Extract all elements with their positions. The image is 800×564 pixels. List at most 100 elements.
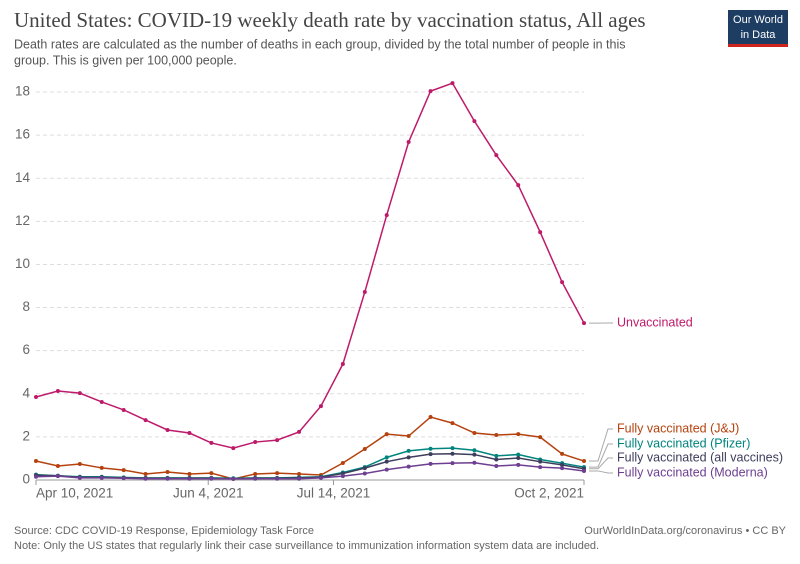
- point: [406, 464, 411, 469]
- point: [538, 465, 543, 470]
- point: [99, 399, 104, 404]
- logo-text: in Data: [741, 29, 777, 41]
- point: [34, 459, 38, 464]
- point: [450, 451, 455, 456]
- point: [34, 395, 38, 400]
- series-label: Fully vaccinated (all vaccines): [617, 450, 783, 464]
- point: [187, 476, 192, 481]
- subtitle: group. This is given per 100,000 people.: [14, 53, 237, 67]
- point: [340, 460, 345, 465]
- point: [538, 230, 543, 235]
- y-tick-label: 2: [22, 428, 30, 443]
- point: [560, 466, 565, 471]
- point: [275, 476, 280, 481]
- label-connector: [589, 470, 613, 474]
- point: [560, 280, 565, 285]
- series-label: Fully vaccinated (Pfizer): [617, 436, 750, 450]
- y-tick-label: 6: [22, 342, 30, 357]
- credit[interactable]: OurWorldInData.org/coronavirus • CC BY: [584, 525, 786, 537]
- point: [450, 81, 455, 86]
- point: [253, 471, 258, 476]
- point: [340, 362, 345, 367]
- x-tick-label: Jun 4, 2021: [173, 486, 244, 501]
- point: [253, 440, 258, 445]
- source: Source: CDC COVID-19 Response, Epidemiol…: [14, 525, 314, 537]
- point: [297, 429, 302, 434]
- point: [516, 452, 521, 457]
- point: [560, 451, 565, 456]
- point: [494, 457, 499, 462]
- point: [165, 476, 170, 481]
- point: [318, 475, 323, 480]
- point: [209, 476, 214, 481]
- point: [275, 471, 280, 476]
- logo[interactable]: Our World in Data: [728, 10, 788, 47]
- point: [362, 466, 367, 471]
- y-tick-label: 0: [22, 472, 30, 487]
- point: [34, 474, 38, 479]
- subtitle: Death rates are calculated as the number…: [14, 37, 626, 51]
- x-tick-label: Jul 14, 2021: [297, 486, 371, 501]
- point: [516, 432, 521, 437]
- y-tick-label: 8: [22, 299, 30, 314]
- point: [77, 462, 82, 467]
- point: [472, 452, 477, 457]
- point: [472, 460, 477, 465]
- logo-box: [728, 10, 788, 44]
- point: [494, 432, 499, 437]
- series-label: Fully vaccinated (Moderna): [617, 465, 768, 479]
- point: [538, 459, 543, 464]
- point: [450, 446, 455, 451]
- point: [384, 459, 389, 464]
- point: [582, 468, 586, 473]
- series-label: Unvaccinated: [617, 315, 693, 329]
- point: [494, 453, 499, 458]
- point: [384, 432, 389, 437]
- point: [99, 465, 104, 470]
- point: [406, 448, 411, 453]
- point: [209, 440, 214, 445]
- point: [362, 290, 367, 295]
- y-tick-label: 16: [15, 127, 30, 142]
- point: [538, 435, 543, 440]
- point: [297, 471, 302, 476]
- point: [231, 476, 236, 481]
- point: [55, 388, 60, 393]
- point: [516, 462, 521, 467]
- point: [406, 434, 411, 439]
- point: [187, 431, 192, 436]
- point: [428, 446, 433, 451]
- point: [55, 474, 60, 479]
- point: [143, 418, 148, 423]
- point: [384, 467, 389, 472]
- point: [582, 321, 586, 326]
- point: [472, 119, 477, 124]
- series-line: [35, 82, 585, 449]
- logo-stripe: [728, 44, 788, 47]
- point: [165, 427, 170, 432]
- point: [121, 468, 126, 473]
- point: [143, 476, 148, 481]
- point: [275, 438, 280, 443]
- label-connector: [589, 428, 613, 462]
- point: [450, 421, 455, 426]
- logo-text: Our World: [733, 14, 783, 26]
- y-tick-label: 4: [22, 385, 30, 400]
- point: [450, 461, 455, 466]
- y-tick-label: 18: [15, 84, 30, 99]
- point: [494, 463, 499, 468]
- series-line: [35, 462, 585, 480]
- point: [384, 455, 389, 460]
- point: [582, 459, 586, 464]
- point: [516, 456, 521, 461]
- label-connector: [589, 443, 613, 468]
- point: [297, 476, 302, 481]
- point: [362, 446, 367, 451]
- point: [77, 391, 82, 396]
- point: [187, 471, 192, 476]
- point: [428, 452, 433, 457]
- point: [121, 407, 126, 412]
- point: [143, 471, 148, 476]
- point: [428, 89, 433, 94]
- point: [472, 448, 477, 453]
